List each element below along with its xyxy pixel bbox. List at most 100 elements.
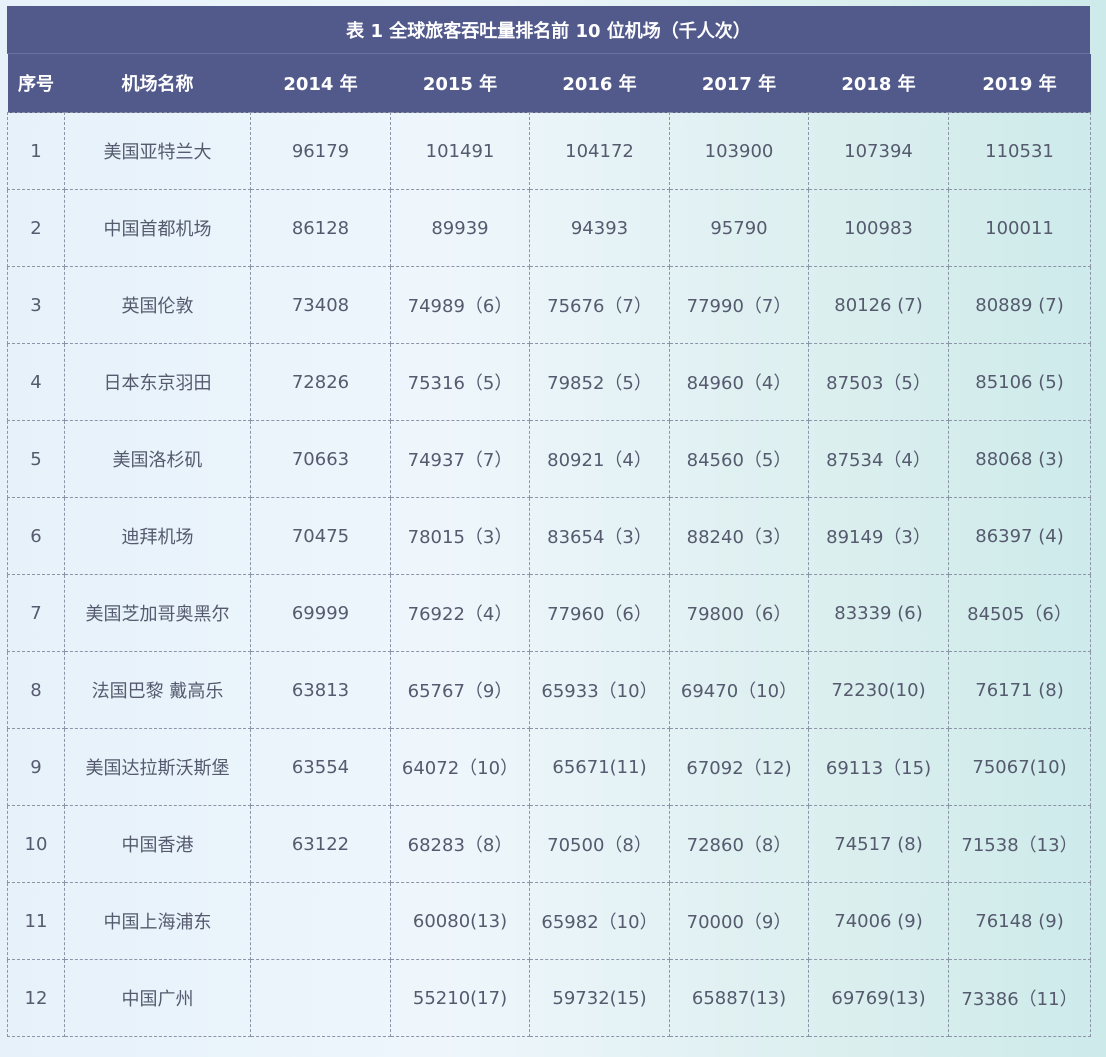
rank-cell: 11 <box>7 882 65 960</box>
passenger-count-cell: 72826 <box>250 343 391 421</box>
passenger-count-cell: 95790 <box>669 189 809 267</box>
table-row: 7 美国芝加哥奥黑尔 69999 76922（4） 77960（6） 79800（6） 83… <box>7 574 1091 652</box>
passenger-count-cell: 70475 <box>250 497 391 575</box>
passenger-count-cell: 75067(10) <box>948 728 1091 806</box>
passenger-count-cell: 70500（8） <box>529 805 670 883</box>
passenger-count-cell: 72230(10) <box>808 651 949 729</box>
passenger-count-cell: 69113（15) <box>808 728 949 806</box>
passenger-count-cell: 71538（13） <box>948 805 1091 883</box>
column-header: 2018 年 <box>808 54 949 113</box>
passenger-count-cell: 60080(13) <box>390 882 530 960</box>
passenger-count-cell: 86128 <box>250 189 391 267</box>
passenger-count-cell: 83654（3） <box>529 497 670 575</box>
table-title: 表 1 全球旅客吞吐量排名前 10 位机场（千人次） <box>7 6 1090 54</box>
table-row: 3 英国伦敦 73408 74989（6） 75676（7） 77990（7） 80126 … <box>7 266 1091 344</box>
rank-cell: 10 <box>7 805 65 883</box>
passenger-count-cell: 76922（4） <box>390 574 530 652</box>
passenger-count-cell: 87503（5） <box>808 343 949 421</box>
column-header: 序号 <box>7 54 65 113</box>
passenger-count-cell: 68283（8） <box>390 805 530 883</box>
passenger-count-cell: 87534（4） <box>808 420 949 498</box>
passenger-count-cell: 89149（3） <box>808 497 949 575</box>
passenger-count-cell: 69470（10） <box>669 651 809 729</box>
table-row: 10 中国香港 63122 68283（8） 70500（8） 72860（8） 74517… <box>7 805 1091 883</box>
passenger-count-cell: 104172 <box>529 112 670 190</box>
passenger-count-cell: 84505（6） <box>948 574 1091 652</box>
column-header: 2019 年 <box>948 54 1091 113</box>
table-row: 2 中国首都机场 86128 89939 94393 95790 100983 100011 <box>7 189 1091 267</box>
passenger-count-cell: 77990（7） <box>669 266 809 344</box>
passenger-count-cell: 65982（10） <box>529 882 670 960</box>
passenger-count-cell: 72860（8） <box>669 805 809 883</box>
airport-name-cell: 美国亚特兰大 <box>64 112 251 190</box>
passenger-count-cell: 89939 <box>390 189 530 267</box>
passenger-count-cell: 69769(13) <box>808 959 949 1037</box>
passenger-count-cell: 84560（5） <box>669 420 809 498</box>
passenger-count-cell: 63554 <box>250 728 391 806</box>
column-header: 2014 年 <box>250 54 391 113</box>
passenger-count-cell <box>250 959 391 1037</box>
airport-name-cell: 英国伦敦 <box>64 266 251 344</box>
passenger-count-cell: 67092（12) <box>669 728 809 806</box>
rank-cell: 6 <box>7 497 65 575</box>
passenger-count-cell: 85106 (5) <box>948 343 1091 421</box>
rank-cell: 9 <box>7 728 65 806</box>
passenger-count-cell: 77960（6） <box>529 574 670 652</box>
rank-cell: 3 <box>7 266 65 344</box>
airport-name-cell: 中国广州 <box>64 959 251 1037</box>
passenger-count-cell: 63122 <box>250 805 391 883</box>
table-row: 8 法国巴黎 戴高乐 63813 65767（9） 65933（10） 69470（10）… <box>7 651 1091 729</box>
table-row: 4 日本东京羽田 72826 75316（5） 79852（5） 84960（4） 8750… <box>7 343 1091 421</box>
rank-cell: 2 <box>7 189 65 267</box>
passenger-count-cell <box>250 882 391 960</box>
rank-cell: 4 <box>7 343 65 421</box>
passenger-count-cell: 65933（10） <box>529 651 670 729</box>
passenger-count-cell: 103900 <box>669 112 809 190</box>
passenger-count-cell: 70000（9） <box>669 882 809 960</box>
passenger-count-cell: 74937（7） <box>390 420 530 498</box>
passenger-count-cell: 75676（7） <box>529 266 670 344</box>
passenger-count-cell: 86397 (4) <box>948 497 1091 575</box>
passenger-count-cell: 76171 (8) <box>948 651 1091 729</box>
passenger-count-cell: 74006 (9) <box>808 882 949 960</box>
airport-name-cell: 中国首都机场 <box>64 189 251 267</box>
passenger-count-cell: 79852（5） <box>529 343 670 421</box>
passenger-count-cell: 79800（6） <box>669 574 809 652</box>
passenger-count-cell: 110531 <box>948 112 1091 190</box>
passenger-count-cell: 88240（3） <box>669 497 809 575</box>
passenger-count-cell: 55210(17) <box>390 959 530 1037</box>
passenger-count-cell: 107394 <box>808 112 949 190</box>
table-row: 9 美国达拉斯沃斯堡 63554 64072（10） 65671(11) 67092（12… <box>7 728 1091 806</box>
passenger-count-cell: 59732(15) <box>529 959 670 1037</box>
passenger-count-cell: 100983 <box>808 189 949 267</box>
table-row: 1 美国亚特兰大 96179 101491 104172 103900 107394 1105… <box>7 112 1091 190</box>
header-row: 序号 机场名称 2014 年 2015 年 2016 年 2017 年 2018 年 2019… <box>7 54 1091 113</box>
airport-name-cell: 美国洛杉矶 <box>64 420 251 498</box>
airport-name-cell: 迪拜机场 <box>64 497 251 575</box>
passenger-count-cell: 70663 <box>250 420 391 498</box>
column-header: 2016 年 <box>529 54 670 113</box>
passenger-count-cell: 101491 <box>390 112 530 190</box>
rank-cell: 7 <box>7 574 65 652</box>
passenger-count-cell: 63813 <box>250 651 391 729</box>
rank-cell: 1 <box>7 112 65 190</box>
passenger-count-cell: 73408 <box>250 266 391 344</box>
rank-cell: 5 <box>7 420 65 498</box>
passenger-count-cell: 78015（3） <box>390 497 530 575</box>
passenger-count-cell: 80126 (7) <box>808 266 949 344</box>
table-row: 6 迪拜机场 70475 78015（3） 83654（3） 88240（3） 89149（… <box>7 497 1091 575</box>
column-header: 2017 年 <box>669 54 809 113</box>
airport-name-cell: 中国上海浦东 <box>64 882 251 960</box>
passenger-count-cell: 88068 (3) <box>948 420 1091 498</box>
passenger-count-cell: 74517 (8) <box>808 805 949 883</box>
passenger-count-cell: 75316（5） <box>390 343 530 421</box>
passenger-count-cell: 84960（4） <box>669 343 809 421</box>
passenger-count-cell: 64072（10） <box>390 728 530 806</box>
airport-ranking-table: 序号 机场名称 2014 年 2015 年 2016 年 2017 年 2018 年 2019… <box>7 54 1091 1037</box>
passenger-count-cell: 80889 (7) <box>948 266 1091 344</box>
table-row: 11 中国上海浦东 60080(13) 65982（10） 70000（9） 74006 … <box>7 882 1091 960</box>
passenger-count-cell: 83339 (6) <box>808 574 949 652</box>
passenger-count-cell: 74989（6） <box>390 266 530 344</box>
rank-cell: 12 <box>7 959 65 1037</box>
